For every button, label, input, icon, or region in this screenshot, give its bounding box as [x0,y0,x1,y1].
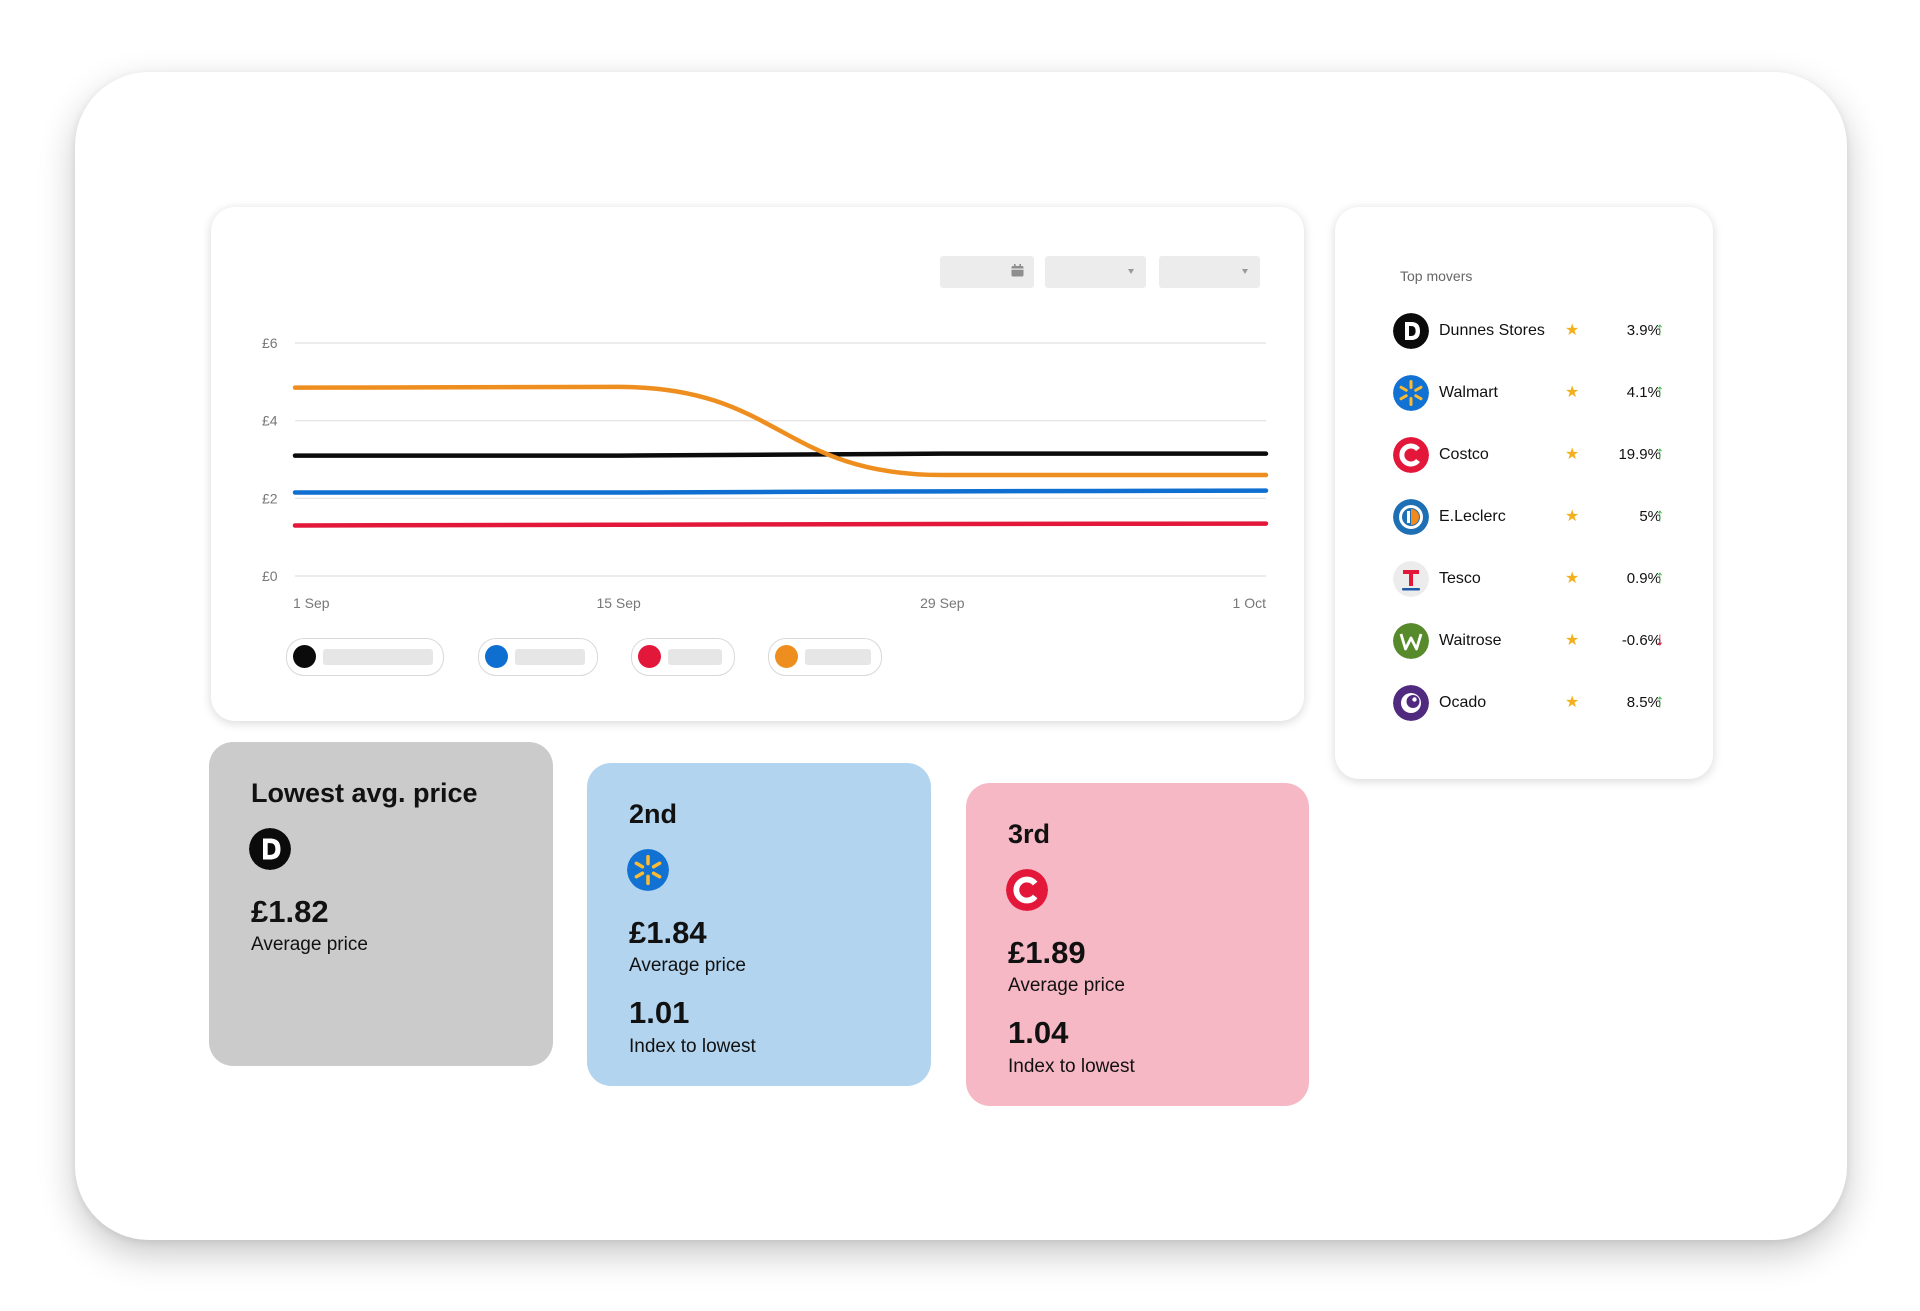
mover-percent: 0.9% [1626,570,1661,587]
walmart-logo-icon [1393,375,1429,411]
stat-price: £1.84 [629,915,707,950]
filter-dropdown-2[interactable] [1159,256,1260,288]
stat-index: 1.04 [1008,1015,1069,1050]
arrow-up-icon: ↑ [1655,505,1665,526]
mover-name: Costco [1439,446,1489,463]
mover-name: Walmart [1439,384,1498,401]
mover-percent: 19.9% [1618,446,1661,463]
series-line-2[interactable] [292,521,1269,528]
mover-percent: -0.6% [1621,632,1661,649]
tesco-logo-icon [1393,561,1429,597]
mover-name: Waitrose [1439,632,1502,649]
legend-pill-black[interactable] [286,638,444,676]
top-movers-card [1335,207,1713,779]
arrow-up-icon: ↑ [1655,691,1665,712]
leclerc-logo-icon [1393,499,1429,535]
dunnes-logo-icon [249,828,291,870]
x-tick-label: 29 Sep [920,595,965,611]
legend-dot [775,645,798,668]
arrow-up-icon: ↑ [1655,319,1665,340]
legend-label-placeholder [323,649,433,665]
mover-row[interactable]: Walmart ★ 4.1% ↑ [1393,375,1693,413]
stat-index-label: Index to lowest [1008,1056,1135,1077]
star-icon[interactable]: ★ [1565,322,1580,339]
mover-percent: 5% [1639,508,1661,525]
chevron-down-icon [1128,269,1134,274]
waitrose-logo-icon [1393,623,1429,659]
arrow-up-icon: ↑ [1655,567,1665,588]
mover-name: Dunnes Stores [1439,322,1545,339]
y-tick-label: £4 [262,413,278,429]
mover-row[interactable]: Costco ★ 19.9% ↑ [1393,437,1693,475]
mover-row[interactable]: Tesco ★ 0.9% ↑ [1393,561,1693,599]
mover-percent: 4.1% [1626,384,1661,401]
mover-row[interactable]: Waitrose ★ -0.6% ↓ [1393,623,1693,661]
mover-row[interactable]: Ocado ★ 8.5% ↑ [1393,685,1693,723]
chevron-down-icon [1242,269,1248,274]
legend-pill-red[interactable] [631,638,735,676]
mover-name: E.Leclerc [1439,508,1506,525]
dunnes-logo-icon [1393,313,1429,349]
x-tick-label: 1 Oct [1233,595,1267,611]
x-tick-label: 1 Sep [293,595,330,611]
legend-dot [485,645,508,668]
series-line-1[interactable] [292,488,1269,495]
stat-price-label: Average price [251,934,368,955]
arrow-down-icon: ↓ [1655,629,1665,650]
legend-pill-orange[interactable] [768,638,882,676]
mover-percent: 3.9% [1626,322,1661,339]
costco-logo-icon [1006,869,1048,911]
mover-percent: 8.5% [1626,694,1661,711]
third-price-card: 3rd £1.89 Average price 1.04 Index to lo… [966,783,1309,1106]
filter-dropdown-1[interactable] [1045,256,1146,288]
star-icon[interactable]: ★ [1565,632,1580,649]
stat-index: 1.01 [629,995,690,1030]
mover-row[interactable]: E.Leclerc ★ 5% ↑ [1393,499,1693,537]
y-tick-label: £2 [262,490,278,506]
date-picker[interactable] [940,256,1034,288]
arrow-up-icon: ↑ [1655,381,1665,402]
stat-price-label: Average price [1008,975,1125,996]
legend-dot [293,645,316,668]
stat-index-label: Index to lowest [629,1036,756,1057]
price-chart-card [211,207,1304,721]
legend-label-placeholder [668,649,722,665]
mover-row[interactable]: Dunnes Stores ★ 3.9% ↑ [1393,313,1693,351]
stat-title: 2nd [629,799,678,829]
legend-label-placeholder [515,649,585,665]
top-movers-title: Top movers [1400,268,1473,284]
legend-label-placeholder [805,649,871,665]
arrow-up-icon: ↑ [1655,443,1665,464]
mover-name: Tesco [1439,570,1481,587]
series-line-0[interactable] [292,451,1269,458]
x-tick-label: 15 Sep [596,595,641,611]
walmart-logo-icon [627,849,669,891]
series-line-3[interactable] [292,384,1269,478]
stat-title: 3rd [1008,819,1051,849]
mover-name: Ocado [1439,694,1487,711]
star-icon[interactable]: ★ [1565,384,1580,401]
stat-price-label: Average price [629,955,746,976]
second-price-card: 2nd £1.84 Average price 1.01 Index to lo… [587,763,931,1086]
stat-title: Lowest avg. price [251,778,478,808]
costco-logo-icon [1393,437,1429,473]
y-tick-label: £6 [262,335,278,351]
y-tick-label: £0 [262,568,278,584]
stat-price: £1.89 [1008,935,1086,970]
star-icon[interactable]: ★ [1565,508,1580,525]
stat-price: £1.82 [251,894,329,929]
ocado-logo-icon [1393,685,1429,721]
calendar-icon [1011,264,1024,277]
star-icon[interactable]: ★ [1565,570,1580,587]
star-icon[interactable]: ★ [1565,694,1580,711]
star-icon[interactable]: ★ [1565,446,1580,463]
legend-dot [638,645,661,668]
lowest-price-card: Lowest avg. price £1.82 Average price [209,742,553,1066]
legend-pill-blue[interactable] [478,638,598,676]
